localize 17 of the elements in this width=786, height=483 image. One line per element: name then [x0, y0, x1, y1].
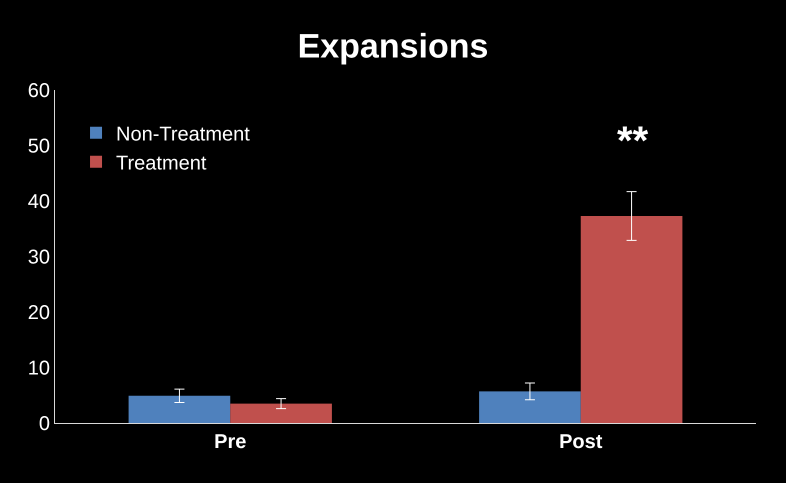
y-tick-label: 40	[28, 191, 50, 213]
x-tick-label: Post	[559, 431, 603, 453]
y-tick-label: 60	[28, 80, 50, 102]
y-tick-label: 0	[38, 413, 50, 435]
y-tick-label: 20	[28, 302, 50, 324]
chart-title: Expansions	[298, 28, 488, 66]
y-tick-label: 50	[28, 136, 50, 158]
y-tick-label: 30	[28, 246, 50, 268]
legend-label: Non-Treatment	[116, 124, 250, 146]
annotation: **	[617, 119, 649, 163]
bar	[479, 391, 581, 423]
legend-label: Treatment	[116, 152, 207, 175]
y-tick-label: 10	[28, 358, 50, 380]
x-tick-label: Pre	[214, 431, 246, 453]
bar	[128, 396, 230, 423]
bar	[230, 404, 332, 423]
bar	[580, 216, 682, 423]
